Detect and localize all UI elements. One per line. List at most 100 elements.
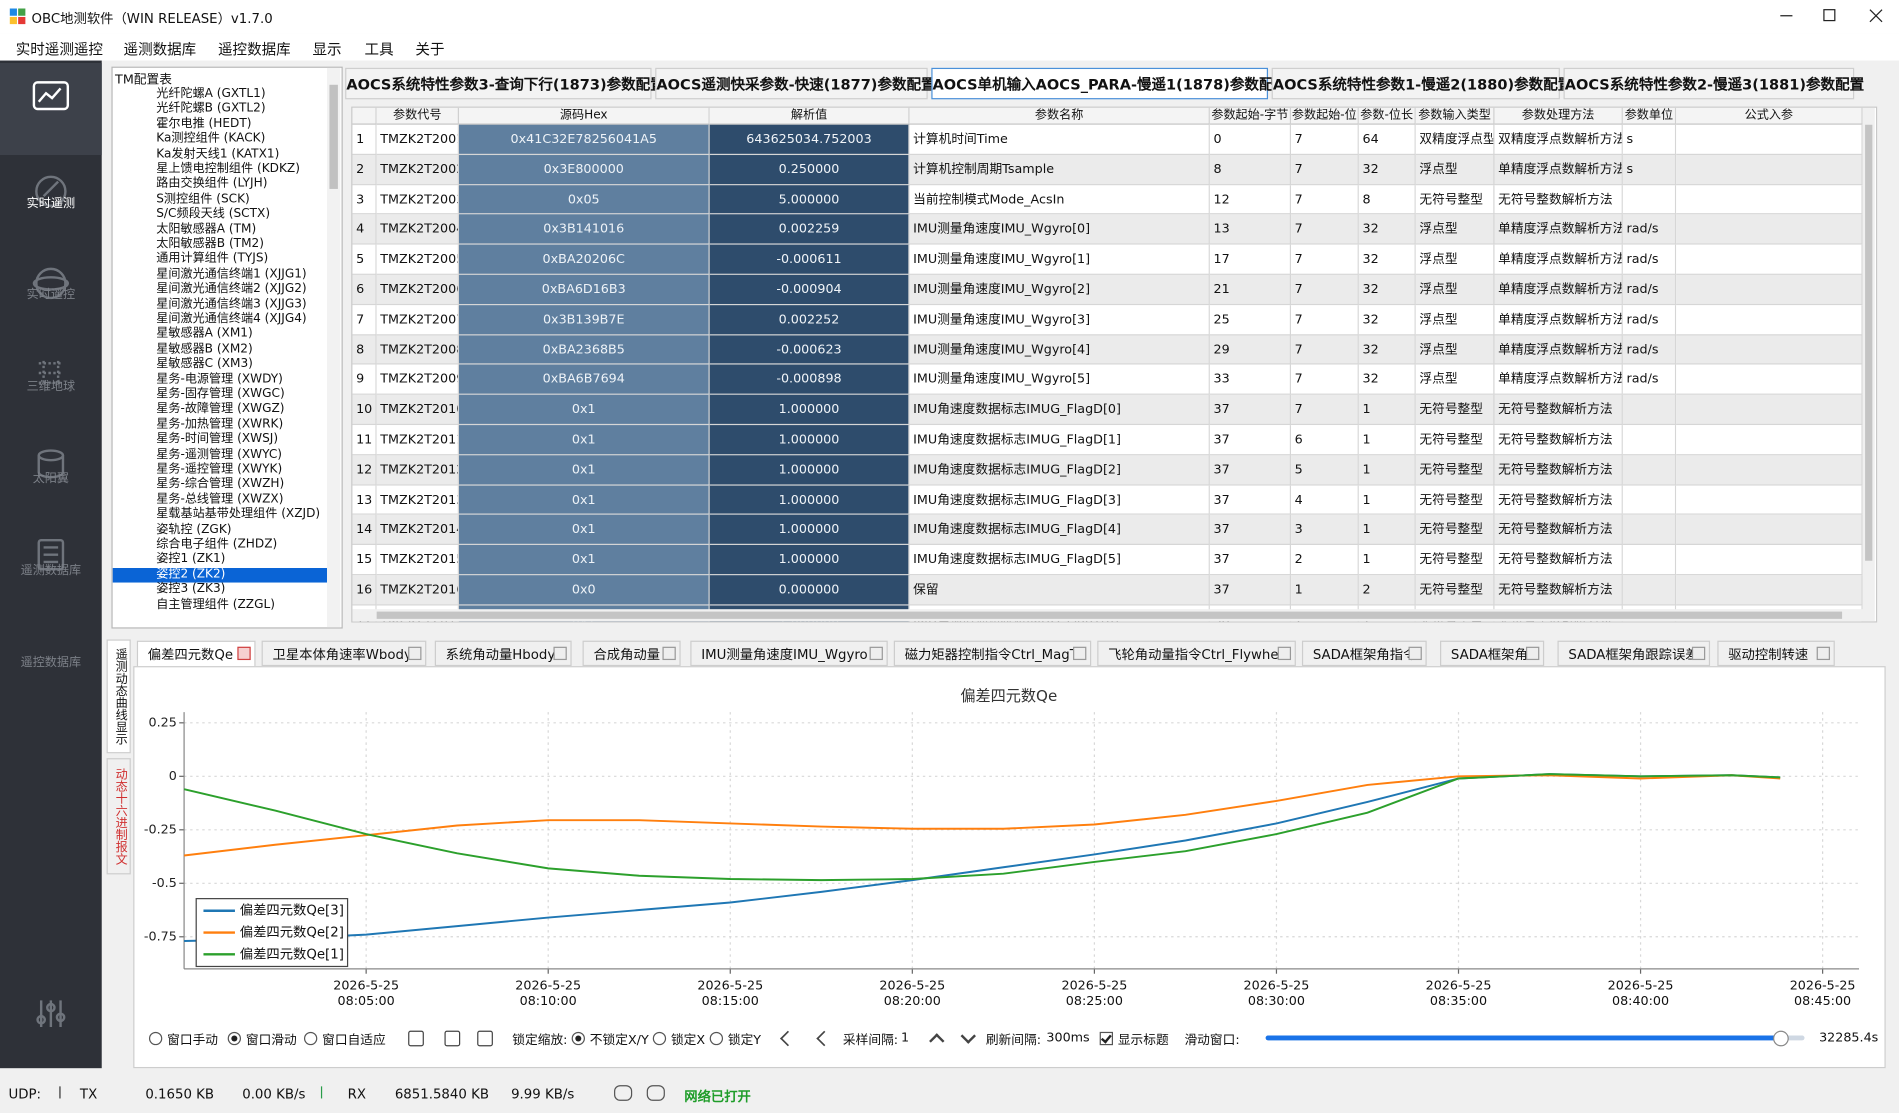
slider-handle[interactable] xyxy=(1773,1030,1789,1047)
tree-item[interactable]: 姿控3 (ZK3) xyxy=(156,582,226,597)
tool-icon[interactable] xyxy=(444,1030,461,1047)
tree-item[interactable]: 光纤陀螺B (GXTL2) xyxy=(156,102,266,116)
tree-item[interactable]: 姿轨控 (ZGK) xyxy=(156,522,232,537)
radio-label[interactable]: 不锁定X/Y xyxy=(589,1033,649,1048)
menu-item[interactable]: 遥控数据库 xyxy=(217,41,291,59)
chart-tab[interactable]: 磁力矩器控制指令Ctrl_MagT xyxy=(893,640,1092,667)
tool-icon[interactable] xyxy=(477,1030,493,1047)
tab-close[interactable] xyxy=(237,646,251,661)
tree-item[interactable]: 星务-总线管理 (XWZX) xyxy=(156,492,284,506)
sidebar-item[interactable]: 实时遥控 xyxy=(26,288,76,302)
tree-item[interactable]: S/C频段天线 (SCTX) xyxy=(156,207,271,221)
tab-close[interactable] xyxy=(1408,646,1422,661)
tree-item[interactable]: 光纤陀螺A (GXTL1) xyxy=(156,87,266,101)
menu-item[interactable]: 工具 xyxy=(364,41,394,59)
tree-item[interactable]: S测控组件 (SCK) xyxy=(156,192,250,206)
tree-item[interactable]: 自主管理组件 (ZZGL) xyxy=(156,597,275,612)
menu-item[interactable]: 显示 xyxy=(312,41,342,59)
checkbox[interactable] xyxy=(1099,1031,1114,1046)
chart-tab[interactable]: 驱动控制转速 xyxy=(1717,640,1835,667)
h-scroll-thumb[interactable] xyxy=(376,611,1843,619)
chart-tab[interactable]: 飞轮角动量指令Ctrl_Flywheel xyxy=(1097,640,1296,667)
tab-close[interactable] xyxy=(1277,646,1292,661)
chart-tab[interactable]: SADA框架角跟踪误差 xyxy=(1557,640,1711,667)
tab[interactable]: AOCS系统特性参数1-慢遥2(1880)参数配置 xyxy=(1271,67,1572,100)
checkbox-label[interactable]: 显示标题 xyxy=(1117,1033,1169,1048)
status-icon[interactable] xyxy=(646,1085,665,1101)
chart-tab[interactable]: 系统角动量Hbody xyxy=(434,640,572,667)
radio-label[interactable]: 窗口手动 xyxy=(167,1033,218,1048)
tab-close[interactable] xyxy=(1073,646,1087,661)
tree-item[interactable]: 综合电子组件 (ZHDZ) xyxy=(156,537,278,552)
tree-item[interactable]: Ka测控组件 (KACK) xyxy=(156,132,266,146)
sidebar-item[interactable]: 太阳翼 xyxy=(32,472,70,486)
radio-label[interactable]: 锁定X xyxy=(670,1033,706,1048)
tree-item[interactable]: 姿控2 (ZK2) xyxy=(112,567,327,583)
radio[interactable] xyxy=(148,1031,163,1046)
tab-close[interactable] xyxy=(662,646,676,661)
tree-item[interactable]: 霍尔电推 (HEDT) xyxy=(156,117,252,131)
tab-close[interactable] xyxy=(1525,646,1540,661)
side-tab[interactable]: 遥测动态曲线显示 xyxy=(106,639,131,754)
tree-item[interactable]: 星间激光通信终端3 (XJJG3) xyxy=(156,297,307,311)
tab-close[interactable] xyxy=(869,646,883,661)
tree-item[interactable]: 星敏感器C (XM3) xyxy=(156,357,253,371)
tab[interactable]: AOCS系统特性参数3-查询下行(1873)参数配置 xyxy=(345,67,665,100)
tree-item[interactable]: 星务-遥控管理 (XWYK) xyxy=(156,462,283,476)
tree-item[interactable]: 星间激光通信终端1 (XJJG1) xyxy=(156,267,307,281)
tree-item[interactable]: 通用计算组件 (TYJS) xyxy=(156,252,269,266)
tree-item[interactable]: 太阳敏感器B (TM2) xyxy=(156,237,264,251)
radio-label[interactable]: 窗口自适应 xyxy=(322,1033,386,1048)
tree-item[interactable]: 星务-固存管理 (XWGC) xyxy=(156,387,285,401)
side-tab[interactable]: 动态十六进制报文 xyxy=(106,758,131,875)
tree-item[interactable]: 路由交换组件 (LYJH) xyxy=(156,177,268,191)
menu-item[interactable]: 关于 xyxy=(415,41,445,59)
radio-label[interactable]: 窗口滑动 xyxy=(245,1033,297,1048)
tool-icon[interactable] xyxy=(408,1030,424,1047)
slide-value: 32285.4s xyxy=(1819,1030,1879,1046)
tab[interactable]: AOCS系统特性参数2-慢遥3(1881)参数配置 xyxy=(1563,67,1864,100)
tree-item[interactable]: 星务-综合管理 (XWZH) xyxy=(156,477,285,491)
tree-item[interactable]: 星敏感器A (XM1) xyxy=(156,327,253,341)
sidebar-item[interactable]: 遥测数据库 xyxy=(20,564,82,578)
v-scroll-thumb[interactable] xyxy=(1865,124,1873,561)
tree-item[interactable]: 姿控1 (ZK1) xyxy=(156,552,226,567)
chart-tab[interactable]: 卫星本体角速率Wbody xyxy=(261,640,427,667)
radio-label[interactable]: 锁定Y xyxy=(727,1033,762,1048)
tab-close[interactable] xyxy=(553,646,567,661)
radio[interactable] xyxy=(571,1031,585,1046)
tree-item[interactable]: 星务-电源管理 (XWDY) xyxy=(156,372,283,386)
tab[interactable]: AOCS遥测快采参数-快速(1877)参数配置 xyxy=(655,67,936,100)
radio[interactable] xyxy=(227,1031,242,1046)
scroll-thumb[interactable] xyxy=(329,84,338,189)
tab-close[interactable] xyxy=(1816,646,1830,661)
radio[interactable] xyxy=(652,1031,667,1046)
window-controls[interactable] xyxy=(1768,0,1899,34)
sidebar-item[interactable]: 实时遥测 xyxy=(26,197,76,211)
tree-item[interactable]: 星敏感器B (XM2) xyxy=(156,342,253,356)
table-cell: TMZK2T2011 xyxy=(376,425,460,456)
menu-item[interactable]: 实时遥测遥控 xyxy=(15,41,103,59)
menu-item[interactable]: 遥测数据库 xyxy=(123,41,197,59)
radio[interactable] xyxy=(709,1031,724,1046)
tab-close[interactable] xyxy=(1691,646,1706,661)
tree-item[interactable]: 星务-加热管理 (XWRK) xyxy=(156,417,284,431)
sidebar-item[interactable]: 三维地球 xyxy=(26,380,76,394)
sidebar-item[interactable]: 遥控数据库 xyxy=(20,656,82,670)
tree-item[interactable]: 星载基站基带处理组件 (XZJD) xyxy=(156,507,321,522)
tree-item[interactable]: 星务-遥测管理 (XWYC) xyxy=(156,447,283,461)
tab-close[interactable] xyxy=(408,646,422,661)
tree-item[interactable]: 星间激光通信终端4 (XJJG4) xyxy=(156,312,307,326)
status-icon[interactable] xyxy=(614,1085,633,1101)
tree-item[interactable]: 星间激光通信终端2 (XJJG2) xyxy=(156,282,307,296)
tree-item[interactable]: 太阳敏感器A (TM) xyxy=(156,222,257,236)
tree-item[interactable]: 星上馈电控制组件 (KDKZ) xyxy=(156,162,300,176)
tree-item[interactable]: 星务-时间管理 (XWSJ) xyxy=(156,432,279,446)
chart-tab[interactable]: IMU测量角速度IMU_Wgyro xyxy=(690,640,888,667)
tree-item[interactable]: 星务-故障管理 (XWGZ) xyxy=(156,402,285,416)
radio[interactable] xyxy=(303,1031,318,1046)
tree-item[interactable]: Ka发射天线1 (KATX1) xyxy=(156,147,280,161)
chart-tab[interactable]: SADA框架角指令 xyxy=(1301,640,1427,667)
tree-scrollbar[interactable] xyxy=(326,67,341,628)
tab[interactable]: AOCS单机输入AOCS_PARA-慢遥1(1878)参数配置 xyxy=(931,67,1288,100)
